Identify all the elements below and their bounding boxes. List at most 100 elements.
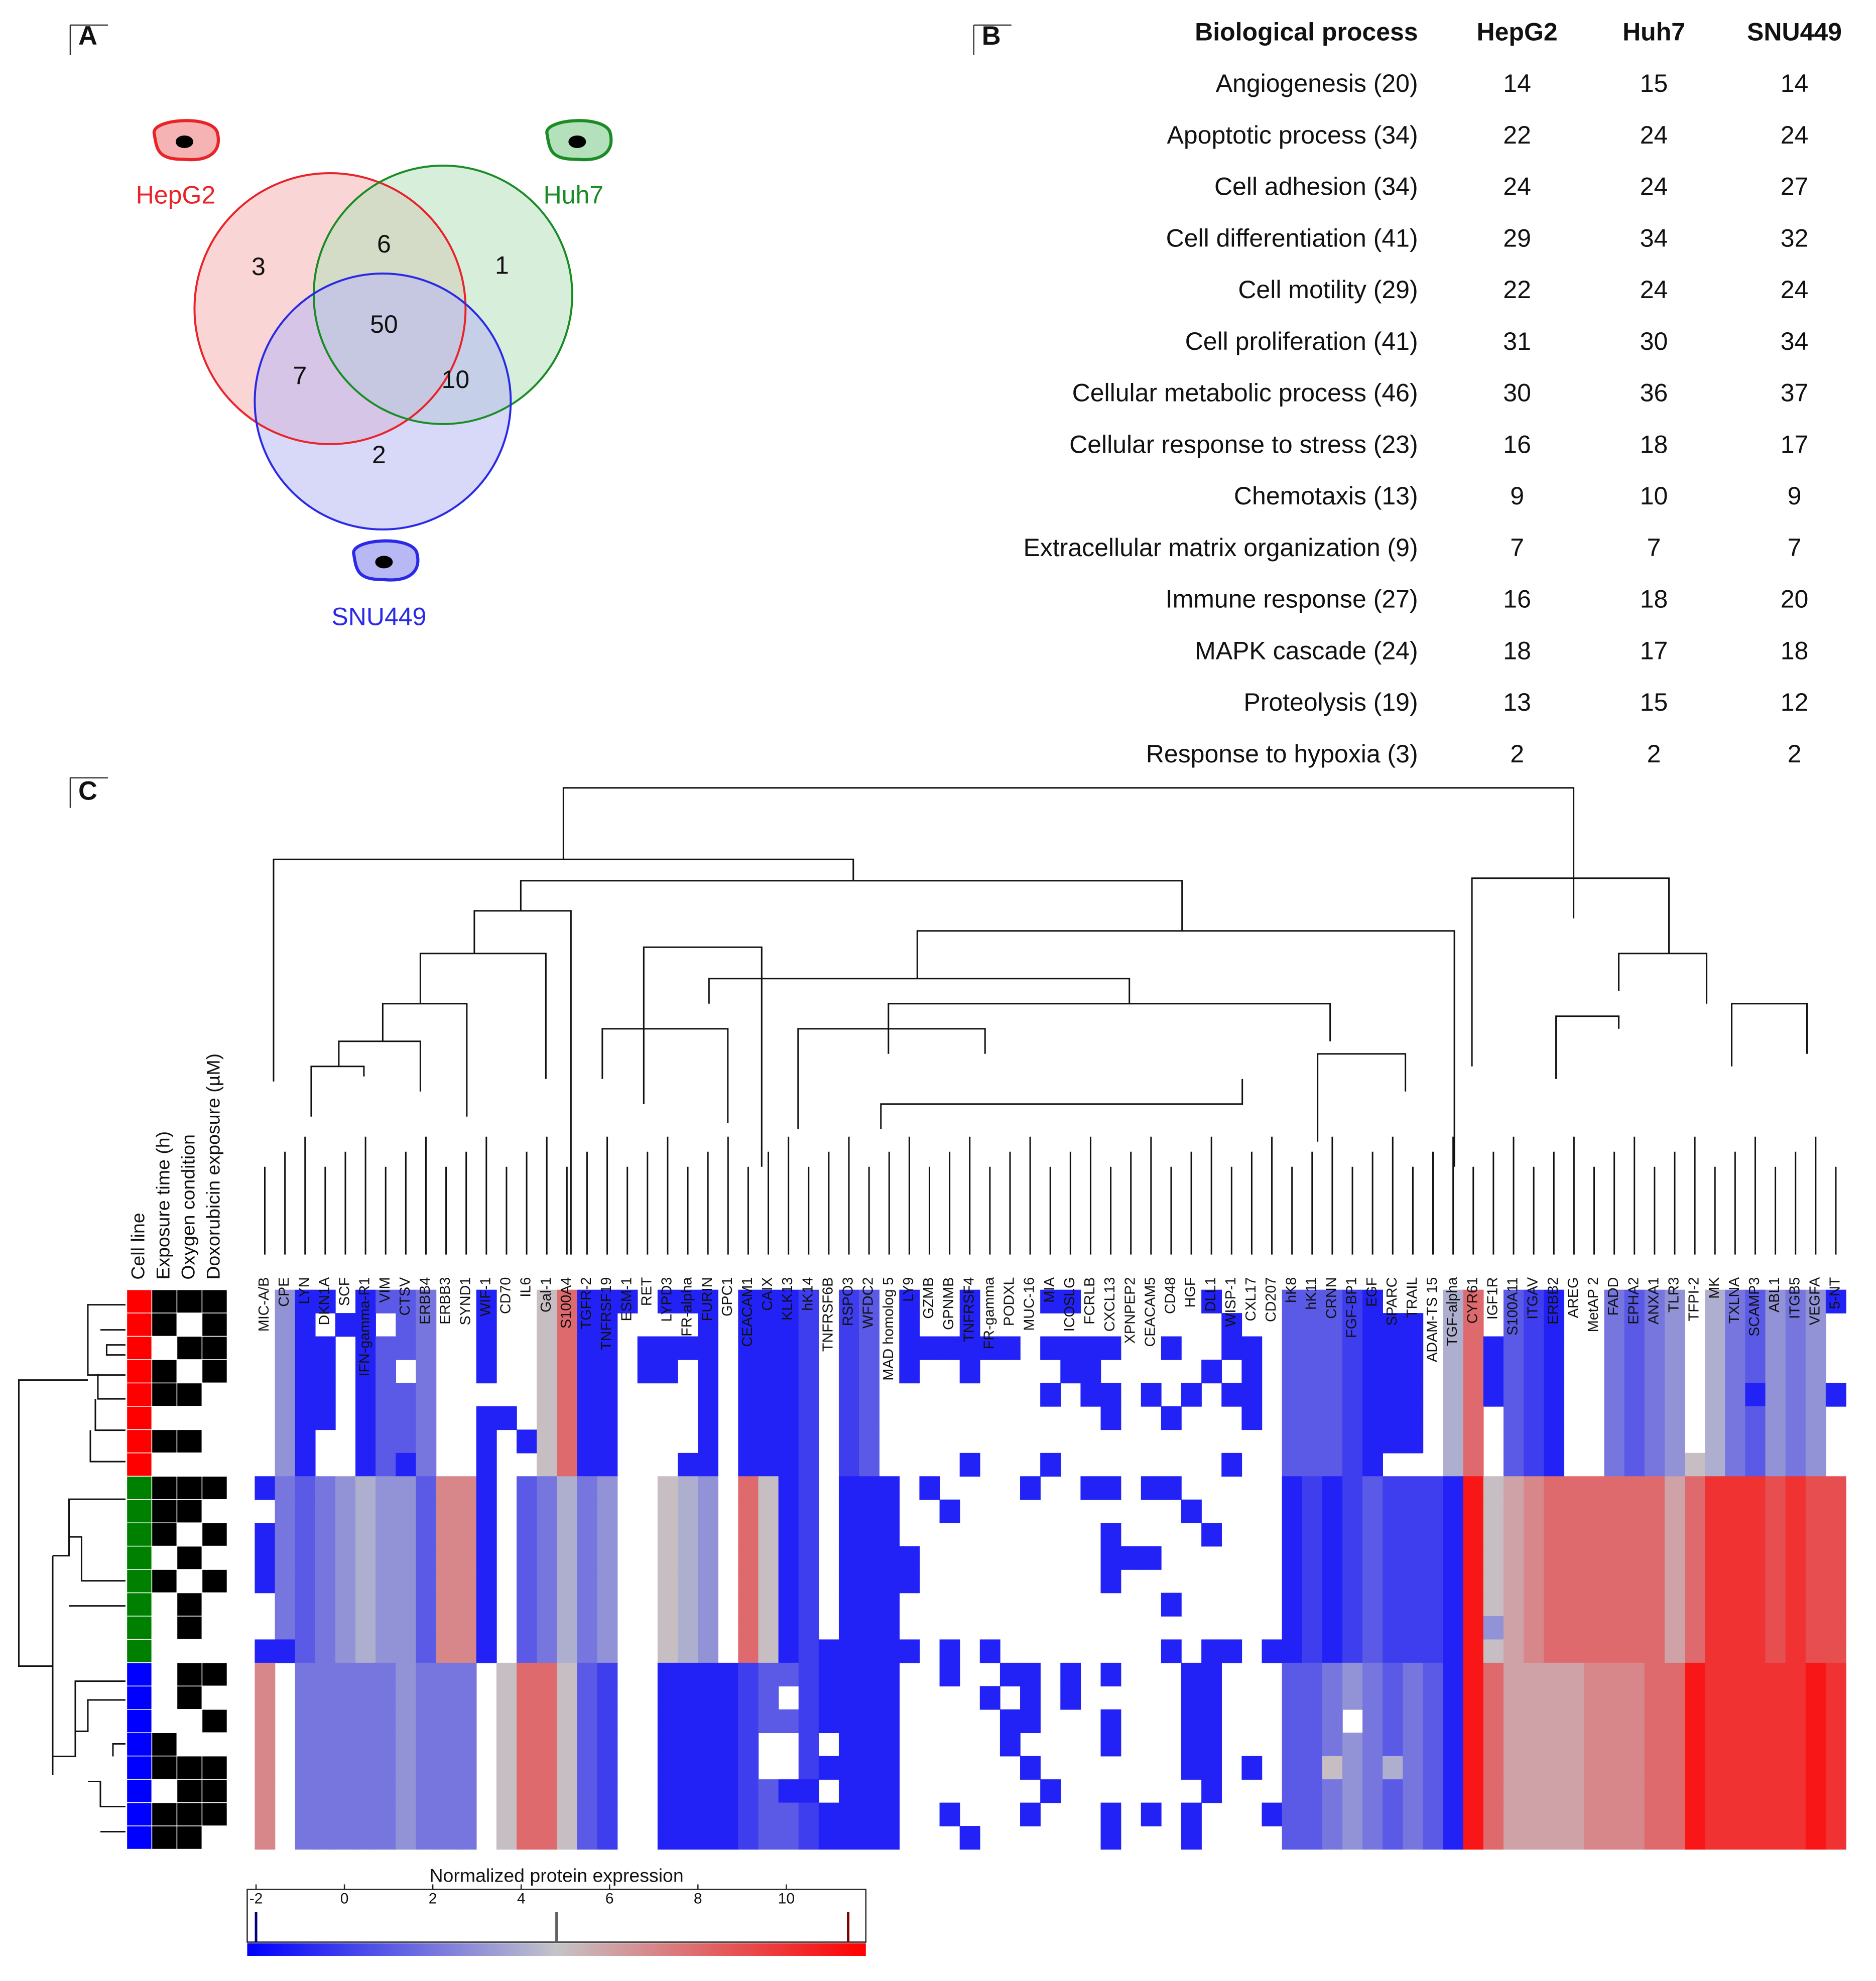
cell-nucleus [375, 556, 393, 569]
heatmap-cell [436, 1686, 457, 1710]
heatmap-cell [1403, 1476, 1424, 1500]
heatmap-cell [1282, 1779, 1303, 1803]
heatmap-cell [778, 1639, 799, 1663]
heatmap-cell [1785, 1733, 1806, 1757]
heatmap-cell [1383, 1662, 1404, 1687]
heatmap-cell [879, 1802, 900, 1826]
heatmap-cell [1503, 1733, 1524, 1757]
table-value: 2 [1510, 740, 1524, 768]
heatmap-cell [1564, 1476, 1585, 1500]
heatmap-cell [657, 1826, 678, 1850]
table-value: 34 [1640, 224, 1668, 252]
heatmap-cell [355, 1360, 376, 1384]
heatmap-cell [657, 1733, 678, 1757]
heatmap-cell [1785, 1523, 1806, 1547]
heatmap-cell [1322, 1826, 1343, 1850]
heatmap-cell [1725, 1336, 1746, 1360]
heatmap-cell [1765, 1313, 1786, 1337]
heatmap-cell [376, 1336, 397, 1360]
column-label: IGF1R [1484, 1277, 1500, 1320]
heatmap-cell [1302, 1313, 1323, 1337]
heatmap-cell [355, 1476, 376, 1500]
heatmap-cell [899, 1313, 920, 1337]
heatmap-cell [1805, 1523, 1826, 1547]
heatmap-cell [416, 1429, 437, 1454]
heatmap-cell [1463, 1616, 1484, 1640]
heatmap-cell [255, 1733, 276, 1757]
heatmap-cell [1745, 1826, 1766, 1850]
table-value: 15 [1640, 688, 1668, 716]
heatmap-cell [1282, 1686, 1303, 1710]
heatmap-cell [295, 1616, 316, 1640]
heatmap-cell [355, 1429, 376, 1454]
heatmap-cell [1604, 1569, 1625, 1594]
heatmap-cell [899, 1360, 920, 1384]
heatmap-cell [1362, 1452, 1383, 1477]
heatmap-cell [1624, 1546, 1645, 1570]
heatmap-cell [557, 1523, 578, 1547]
heatmap-cell [859, 1360, 880, 1384]
heatmap-cell [959, 1826, 980, 1850]
heatmap-cell [1805, 1593, 1826, 1617]
heatmap-cell [1644, 1709, 1665, 1734]
heatmap-cell [396, 1429, 417, 1454]
table-value: 2 [1647, 740, 1661, 768]
heatmap-cell [1644, 1289, 1665, 1313]
heatmap-cell [1483, 1826, 1504, 1850]
heatmap-cell [517, 1826, 537, 1850]
heatmap-cell [959, 1360, 980, 1384]
heatmap-cell [838, 1639, 859, 1663]
heatmap-cell [1403, 1616, 1424, 1640]
heatmap-cell [798, 1593, 819, 1617]
heatmap-cell [577, 1452, 598, 1477]
column-label: FURIN [699, 1277, 715, 1322]
heatmap-cell [1423, 1546, 1444, 1570]
heatmap-cell [1705, 1802, 1726, 1826]
heatmap-cell [1825, 1476, 1846, 1500]
heatmap-cell [677, 1499, 698, 1523]
track-cell [151, 1545, 178, 1570]
heatmap-cell [1362, 1546, 1383, 1570]
heatmap-cell [738, 1826, 759, 1850]
column-label: GZMB [921, 1277, 937, 1319]
heatmap-cell [1805, 1499, 1826, 1523]
heatmap-cell [1322, 1383, 1343, 1407]
heatmap-cell [1423, 1826, 1444, 1850]
heatmap-cell [376, 1733, 397, 1757]
heatmap-cell [657, 1709, 678, 1734]
process-name: Response to hypoxia (3) [1146, 740, 1418, 768]
heatmap-cell [376, 1452, 397, 1477]
heatmap-cell [1664, 1779, 1685, 1803]
heatmap-cell [1705, 1616, 1726, 1640]
heatmap-cell [295, 1756, 316, 1780]
heatmap-cell [597, 1313, 618, 1337]
track-cell [176, 1499, 203, 1523]
heatmap-cell [1322, 1616, 1343, 1640]
heatmap-cell [1685, 1499, 1705, 1523]
heatmap-cell [295, 1476, 316, 1500]
heatmap-cell [1020, 1662, 1041, 1687]
heatmap-cell [1322, 1313, 1343, 1337]
heatmap-cell [1463, 1289, 1484, 1313]
heatmap-cell [1544, 1476, 1565, 1500]
heatmap-cell [376, 1756, 397, 1780]
track-cell [176, 1569, 203, 1594]
heatmap-cell [1765, 1429, 1786, 1454]
heatmap-cell [1403, 1429, 1424, 1454]
heatmap-cell [1403, 1313, 1424, 1337]
column-label: WFDC2 [860, 1277, 877, 1329]
heatmap-cell [1685, 1452, 1705, 1477]
heatmap-cell [1181, 1756, 1202, 1780]
heatmap-cell [1544, 1826, 1565, 1850]
heatmap-cell [758, 1546, 779, 1570]
column-label: VIM [377, 1277, 393, 1303]
heatmap-cell [1322, 1802, 1343, 1826]
track-cell [201, 1312, 228, 1337]
heatmap-cell [1584, 1639, 1605, 1663]
heatmap-cell [1765, 1616, 1786, 1640]
heatmap-cell [1383, 1523, 1404, 1547]
heatmap-cell [295, 1733, 316, 1757]
heatmap-cell [859, 1756, 880, 1780]
heatmap-cell [416, 1593, 437, 1617]
heatmap-cell [1584, 1826, 1605, 1850]
